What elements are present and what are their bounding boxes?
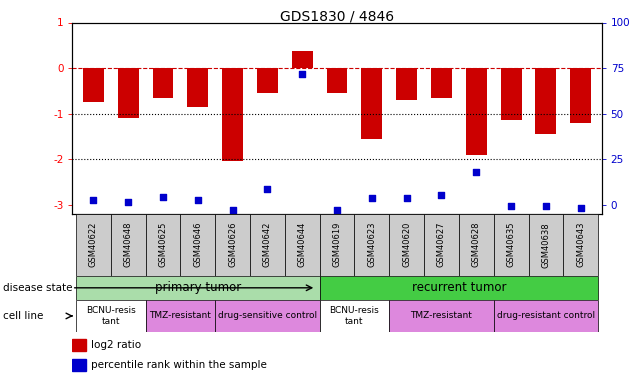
Text: GSM40635: GSM40635 [507,222,515,267]
Text: drug-resistant control: drug-resistant control [497,311,595,320]
Bar [570,68,591,123]
Bar [424,214,459,276]
Bar [180,214,215,276]
Bar [285,214,319,276]
Bar [389,300,494,332]
Bar [501,68,522,120]
Text: TMZ-resistant: TMZ-resistant [411,311,472,320]
Point [193,197,203,203]
Bar [118,68,139,118]
Bar [76,214,111,276]
Bar [187,68,209,107]
Bar [319,214,355,276]
Bar [222,68,243,161]
Text: BCNU-resis
tant: BCNU-resis tant [86,306,135,326]
Point [541,203,551,209]
Text: GSM40620: GSM40620 [402,222,411,267]
Text: GSM40626: GSM40626 [228,222,237,267]
Text: GSM40638: GSM40638 [541,222,551,267]
Text: GSM40642: GSM40642 [263,222,272,267]
Bar [319,276,598,300]
Point [123,199,133,205]
Bar [215,214,250,276]
Text: GSM40627: GSM40627 [437,222,446,267]
Point [158,194,168,200]
Bar [396,68,417,100]
Bar [431,68,452,98]
Bar [146,300,215,332]
Text: drug-sensitive control: drug-sensitive control [218,311,317,320]
Bar [76,276,319,300]
Bar [459,214,494,276]
Text: disease state: disease state [3,283,72,293]
Point [262,186,272,192]
Bar [152,68,173,98]
Text: GSM40625: GSM40625 [159,222,168,267]
Bar [326,68,348,93]
Bar [389,214,424,276]
Text: GSM40644: GSM40644 [298,222,307,267]
Text: GSM40623: GSM40623 [367,222,376,267]
Text: GSM40648: GSM40648 [123,222,133,267]
Text: primary tumor: primary tumor [154,281,241,294]
Bar [83,68,104,102]
Text: cell line: cell line [3,311,43,321]
Bar [362,68,382,139]
Text: GSM40622: GSM40622 [89,222,98,267]
Bar [215,300,319,332]
Bar [72,339,86,351]
Point [506,203,516,209]
Bar [355,214,389,276]
Text: GSM40628: GSM40628 [472,222,481,267]
Point [367,195,377,201]
Bar [111,214,146,276]
Text: log2 ratio: log2 ratio [91,340,141,350]
Bar [466,68,487,154]
Point [227,207,238,213]
Point [437,192,447,198]
Text: GSM40643: GSM40643 [576,222,585,267]
Text: BCNU-resis
tant: BCNU-resis tant [329,306,379,326]
Bar [529,214,563,276]
Text: GSM40619: GSM40619 [333,222,341,267]
Point [297,71,307,77]
Bar [563,214,598,276]
Bar [494,214,529,276]
Text: recurrent tumor: recurrent tumor [411,281,506,294]
Text: TMZ-resistant: TMZ-resistant [149,311,211,320]
Point [88,197,98,203]
Point [576,205,586,211]
Bar [72,358,86,370]
Text: percentile rank within the sample: percentile rank within the sample [91,360,267,370]
Bar [257,68,278,93]
Text: GDS1830 / 4846: GDS1830 / 4846 [280,9,394,23]
Bar [536,68,556,134]
Bar [76,300,146,332]
Text: GSM40646: GSM40646 [193,222,202,267]
Point [471,169,481,175]
Bar [146,214,180,276]
Point [332,207,342,213]
Bar [292,51,312,68]
Point [402,195,412,201]
Bar [250,214,285,276]
Bar [319,300,389,332]
Bar [494,300,598,332]
